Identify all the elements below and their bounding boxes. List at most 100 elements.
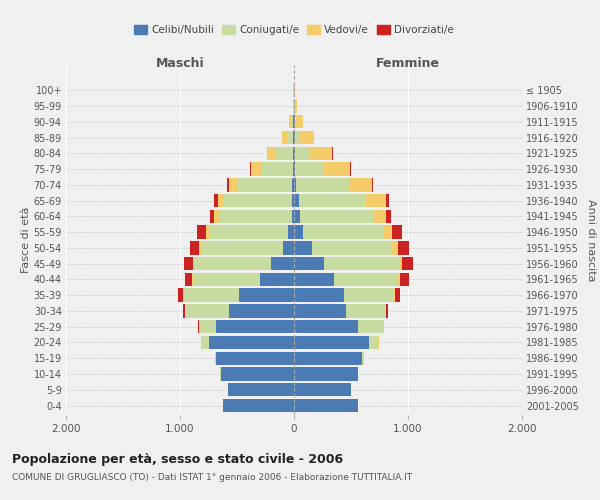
Bar xyxy=(294,304,346,318)
Bar xyxy=(366,194,386,207)
Bar xyxy=(217,352,294,365)
Text: COMUNE DI GRUGLIASCO (TO) - Dati ISTAT 1° gennaio 2006 - Elaborazione TUTTITALIA: COMUNE DI GRUGLIASCO (TO) - Dati ISTAT 1… xyxy=(12,472,412,482)
Bar xyxy=(202,336,209,349)
Bar xyxy=(271,257,294,270)
Bar xyxy=(294,241,312,254)
Bar xyxy=(190,241,199,254)
Bar xyxy=(295,162,323,176)
Y-axis label: Fasce di età: Fasce di età xyxy=(20,207,31,273)
Bar xyxy=(287,131,293,144)
Bar xyxy=(250,162,251,176)
Bar xyxy=(209,210,214,223)
Bar xyxy=(197,226,206,239)
Bar xyxy=(224,194,292,207)
Bar xyxy=(385,304,386,318)
Bar xyxy=(294,399,358,412)
Bar xyxy=(267,146,277,160)
Bar xyxy=(394,288,395,302)
Bar xyxy=(386,210,391,223)
Bar xyxy=(262,162,293,176)
Bar xyxy=(386,194,389,207)
Bar xyxy=(183,304,185,318)
Bar xyxy=(294,383,351,396)
Bar xyxy=(219,210,292,223)
Bar xyxy=(371,178,373,192)
Bar xyxy=(392,241,398,254)
Bar xyxy=(227,178,229,192)
Bar xyxy=(289,115,291,128)
Bar xyxy=(400,272,409,286)
Bar xyxy=(403,257,413,270)
Bar xyxy=(194,257,271,270)
Bar xyxy=(215,352,217,365)
Bar xyxy=(369,336,379,349)
Bar xyxy=(383,320,384,334)
Bar xyxy=(350,162,351,176)
Bar xyxy=(294,162,295,176)
Bar xyxy=(206,226,209,239)
Bar xyxy=(310,146,332,160)
Bar xyxy=(294,288,344,302)
Bar xyxy=(395,288,400,302)
Bar xyxy=(362,352,364,365)
Bar xyxy=(209,226,289,239)
Bar xyxy=(303,226,383,239)
Bar xyxy=(300,210,373,223)
Bar xyxy=(229,304,294,318)
Bar xyxy=(294,210,300,223)
Bar xyxy=(200,241,283,254)
Bar xyxy=(228,383,294,396)
Bar xyxy=(292,194,294,207)
Bar xyxy=(295,100,297,112)
Bar xyxy=(323,257,399,270)
Bar xyxy=(217,320,294,334)
Bar xyxy=(296,115,303,128)
Bar xyxy=(289,226,294,239)
Bar xyxy=(178,288,183,302)
Bar xyxy=(294,320,358,334)
Bar xyxy=(223,399,294,412)
Bar xyxy=(229,178,238,192)
Bar xyxy=(199,320,217,334)
Bar xyxy=(214,194,218,207)
Bar xyxy=(312,241,392,254)
Bar xyxy=(295,146,310,160)
Bar xyxy=(398,272,400,286)
Bar xyxy=(294,178,296,192)
Y-axis label: Anni di nascita: Anni di nascita xyxy=(586,198,596,281)
Bar xyxy=(373,210,386,223)
Bar xyxy=(358,320,383,334)
Bar xyxy=(295,131,300,144)
Bar xyxy=(383,226,392,239)
Bar xyxy=(399,257,403,270)
Bar xyxy=(344,288,394,302)
Bar xyxy=(323,162,350,176)
Bar xyxy=(300,131,314,144)
Bar xyxy=(295,115,296,128)
Bar xyxy=(296,178,349,192)
Bar xyxy=(218,194,224,207)
Bar xyxy=(398,241,409,254)
Bar xyxy=(299,194,366,207)
Bar xyxy=(282,131,287,144)
Bar xyxy=(392,226,403,239)
Bar xyxy=(283,241,294,254)
Bar xyxy=(184,288,239,302)
Bar xyxy=(185,272,192,286)
Bar xyxy=(334,272,398,286)
Legend: Celibi/Nubili, Coniugati/e, Vedovi/e, Divorziati/e: Celibi/Nubili, Coniugati/e, Vedovi/e, Di… xyxy=(130,21,458,40)
Bar xyxy=(294,272,334,286)
Bar xyxy=(238,178,292,192)
Bar xyxy=(346,304,385,318)
Bar xyxy=(209,336,294,349)
Bar xyxy=(186,304,229,318)
Bar xyxy=(386,304,388,318)
Bar xyxy=(294,194,299,207)
Bar xyxy=(294,368,358,380)
Bar xyxy=(294,226,303,239)
Bar xyxy=(251,162,262,176)
Bar xyxy=(277,146,293,160)
Text: Femmine: Femmine xyxy=(376,56,440,70)
Bar xyxy=(291,115,293,128)
Bar xyxy=(293,162,294,176)
